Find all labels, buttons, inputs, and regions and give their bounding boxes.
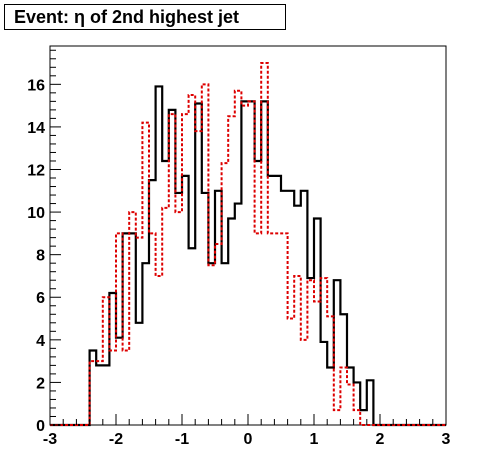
chart-title-box: Event: η of 2nd highest jet [4, 4, 286, 30]
x-tick-label: 2 [376, 431, 385, 448]
y-tick-label: 2 [36, 375, 45, 392]
y-tick-label: 6 [36, 290, 45, 307]
plot-frame [49, 45, 447, 426]
y-tick-label: 8 [36, 248, 45, 265]
x-tick-label: 0 [244, 431, 253, 448]
tick-layer [49, 49, 447, 426]
x-tick-label: 1 [310, 431, 319, 448]
chart-title: Event: η of 2nd highest jet [14, 6, 240, 27]
x-tick-label: -1 [175, 431, 189, 448]
histogram-series-1 [50, 85, 446, 427]
x-tick-label: 3 [442, 431, 451, 448]
histogram-series-2 [50, 62, 446, 426]
y-tick-label: 16 [27, 77, 45, 94]
y-tick-label: 14 [27, 120, 45, 137]
y-tick-label: 10 [27, 205, 45, 222]
x-tick-label: -2 [109, 431, 123, 448]
series-layer [50, 62, 446, 427]
y-tick-label: 0 [36, 418, 45, 435]
y-tick-label: 4 [36, 333, 45, 350]
x-tick-label: -3 [43, 431, 57, 448]
y-tick-label: 12 [27, 162, 45, 179]
